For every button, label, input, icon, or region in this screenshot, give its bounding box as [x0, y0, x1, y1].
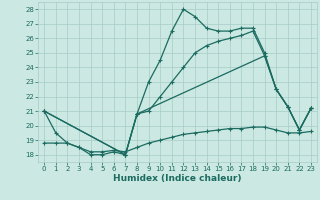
X-axis label: Humidex (Indice chaleur): Humidex (Indice chaleur) — [113, 174, 242, 183]
